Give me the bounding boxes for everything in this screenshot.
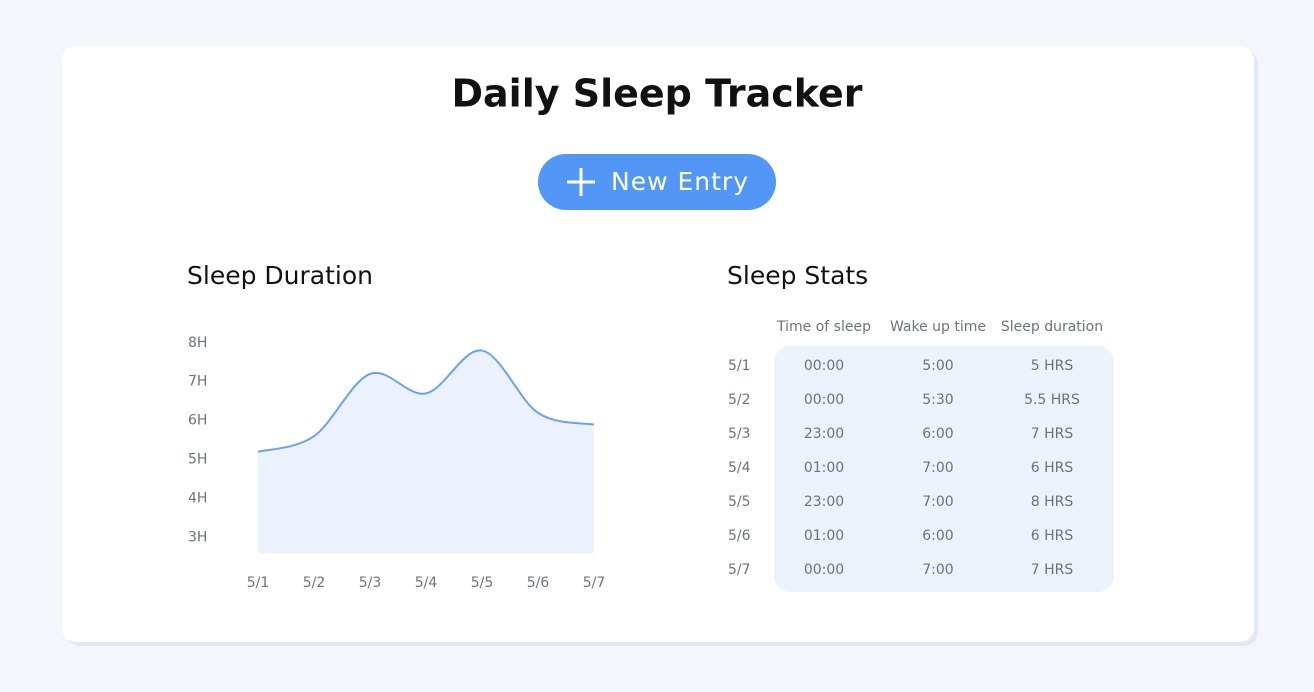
x-tick-label: 5/3 — [359, 575, 382, 591]
table-title: Sleep Stats — [727, 261, 868, 290]
table-cell: 7:00 — [922, 562, 953, 578]
table-cell: 7:00 — [922, 494, 953, 510]
x-tick-label: 5/2 — [303, 575, 326, 591]
row-label: 5/6 — [728, 528, 751, 544]
y-tick-label: 5H — [188, 452, 207, 468]
row-label: 5/3 — [728, 426, 751, 442]
column-header: Sleep duration — [1001, 319, 1103, 335]
table-cell: 6:00 — [922, 426, 953, 442]
table-cell: 6:00 — [922, 528, 953, 544]
button-label[interactable]: New Entry — [611, 167, 749, 196]
table-cell: 5.5 HRS — [1024, 392, 1080, 408]
table-cell: 5 HRS — [1031, 358, 1074, 374]
table-cell: 7 HRS — [1031, 426, 1074, 442]
table-cell: 23:00 — [804, 494, 844, 510]
area — [258, 350, 594, 553]
plus-icon[interactable] — [567, 168, 595, 196]
y-tick-label: 7H — [188, 374, 207, 390]
chart-title: Sleep Duration — [187, 261, 373, 290]
x-tick-label: 5/1 — [247, 575, 270, 591]
row-label: 5/4 — [728, 460, 751, 476]
new-entry-button[interactable]: New Entry — [538, 154, 776, 210]
table-cell: 5:00 — [922, 358, 953, 374]
table-cell: 01:00 — [804, 528, 844, 544]
table-cell: 7:00 — [922, 460, 953, 476]
button-bg[interactable] — [538, 154, 776, 210]
x-tick-label: 5/5 — [471, 575, 494, 591]
table-cell: 8 HRS — [1031, 494, 1074, 510]
y-tick-label: 6H — [188, 413, 207, 429]
table-cell: 00:00 — [804, 392, 844, 408]
table-cell: 7 HRS — [1031, 562, 1074, 578]
x-tick-label: 5/7 — [583, 575, 606, 591]
x-tick-label: 5/4 — [415, 575, 438, 591]
table-cell: 6 HRS — [1031, 460, 1074, 476]
y-tick-label: 8H — [188, 335, 207, 351]
x-tick-label: 5/6 — [527, 575, 550, 591]
table-cell: 23:00 — [804, 426, 844, 442]
title: Daily Sleep Tracker — [451, 72, 862, 116]
row-label: 5/7 — [728, 562, 751, 578]
table-cell: 5:30 — [922, 392, 953, 408]
y-tick-label: 3H — [188, 529, 207, 545]
column-header: Time of sleep — [776, 319, 871, 335]
row-label: 5/2 — [728, 392, 751, 408]
y-tick-label: 4H — [188, 491, 207, 507]
row-label: 5/1 — [728, 358, 751, 374]
table-body-bg — [774, 346, 1114, 592]
column-header: Wake up time — [890, 319, 986, 335]
table-cell: 00:00 — [804, 562, 844, 578]
table-cell: 6 HRS — [1031, 528, 1074, 544]
line — [257, 349, 595, 453]
table-cell: 00:00 — [804, 358, 844, 374]
row-label: 5/5 — [728, 494, 751, 510]
table-cell: 01:00 — [804, 460, 844, 476]
